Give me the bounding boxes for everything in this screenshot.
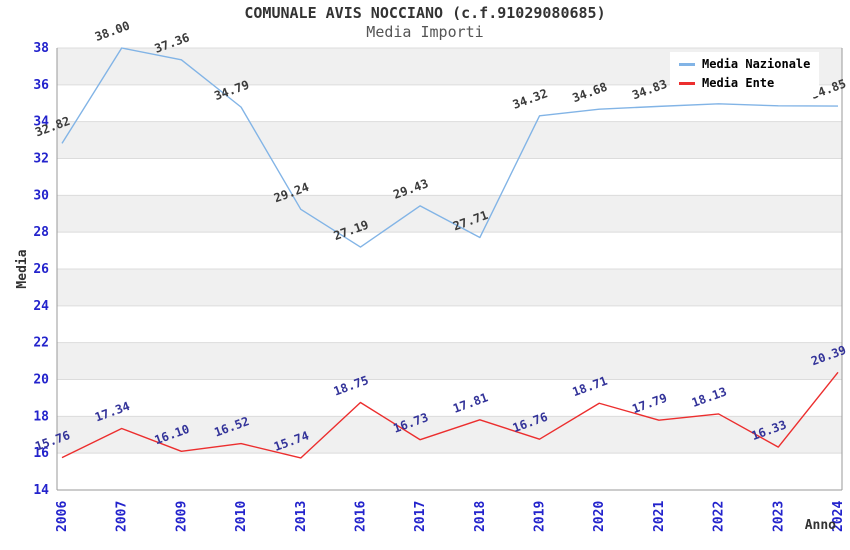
y-tick-label: 20 bbox=[33, 373, 49, 388]
grid-band bbox=[57, 342, 842, 380]
x-tick-label: 2010 bbox=[234, 501, 249, 532]
point-label: 17.81 bbox=[451, 390, 490, 416]
point-label: 38.00 bbox=[93, 18, 132, 44]
y-tick-label: 14 bbox=[33, 483, 49, 498]
x-tick-label: 2023 bbox=[771, 501, 786, 532]
legend-item-media-ente: Media Ente bbox=[679, 76, 810, 90]
x-tick-label: 2018 bbox=[473, 501, 488, 532]
y-tick-label: 34 bbox=[33, 115, 49, 130]
grid-band bbox=[57, 416, 842, 454]
point-label: 17.79 bbox=[630, 391, 669, 417]
y-tick-label: 32 bbox=[33, 152, 49, 167]
x-tick-label: 2013 bbox=[294, 501, 309, 532]
legend: Media Nazionale Media Ente bbox=[670, 52, 820, 96]
y-axis-title: Media bbox=[15, 249, 30, 288]
x-tick-label: 2006 bbox=[55, 501, 70, 532]
x-tick-label: 2017 bbox=[413, 501, 428, 532]
x-tick-label: 2024 bbox=[831, 501, 846, 532]
y-tick-label: 38 bbox=[33, 41, 49, 56]
y-tick-label: 22 bbox=[33, 336, 49, 351]
y-tick-label: 16 bbox=[33, 446, 49, 461]
grid-band bbox=[57, 195, 842, 233]
series-line-media-ente bbox=[61, 371, 839, 459]
x-tick-label: 2020 bbox=[592, 501, 607, 532]
y-tick-label: 24 bbox=[33, 299, 49, 314]
series-line-media-nazionale bbox=[61, 47, 839, 248]
y-tick-label: 36 bbox=[33, 78, 49, 93]
grid-band bbox=[57, 121, 842, 159]
y-tick-label: 30 bbox=[33, 188, 49, 203]
x-tick-label: 2007 bbox=[115, 501, 130, 532]
chart-title: COMUNALE AVIS NOCCIANO (c.f.91029080685) bbox=[244, 4, 606, 22]
x-tick-label: 2019 bbox=[533, 501, 548, 532]
y-tick-label: 18 bbox=[33, 409, 49, 424]
point-label: 34.32 bbox=[511, 86, 550, 112]
x-tick-label: 2016 bbox=[353, 501, 368, 532]
x-tick-label: 2022 bbox=[712, 501, 727, 532]
grid-band bbox=[57, 269, 842, 306]
legend-label-media-ente: Media Ente bbox=[702, 76, 775, 90]
media-nazionale-line-swatch-icon bbox=[679, 62, 695, 66]
chart-subtitle: Media Importi bbox=[366, 23, 484, 41]
x-tick-label: 2009 bbox=[174, 501, 189, 532]
legend-item-media-nazionale: Media Nazionale bbox=[679, 57, 810, 71]
x-axis-title: Anno bbox=[805, 518, 836, 533]
point-label: 18.13 bbox=[690, 384, 729, 410]
y-tick-label: 28 bbox=[33, 225, 49, 240]
media-ente-line-swatch-icon bbox=[679, 81, 695, 85]
legend-label-media-nazionale: Media Nazionale bbox=[702, 57, 811, 71]
x-tick-label: 2021 bbox=[652, 501, 667, 532]
y-tick-label: 26 bbox=[33, 262, 49, 277]
